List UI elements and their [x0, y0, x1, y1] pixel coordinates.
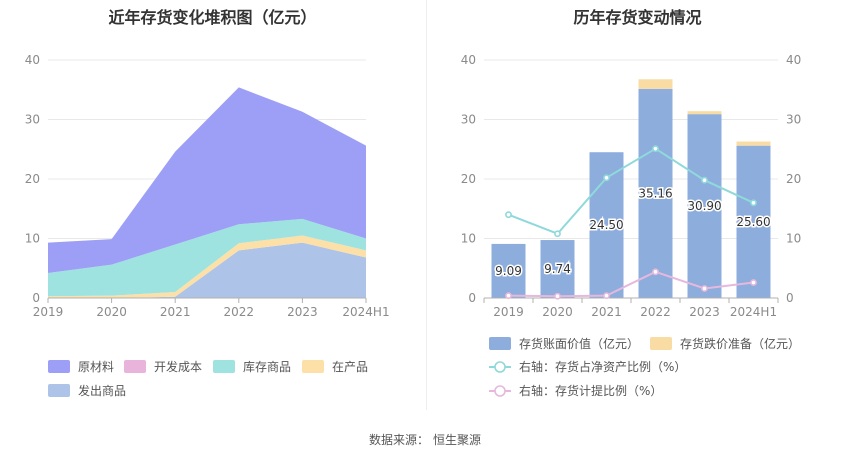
inventory-bar	[638, 88, 673, 298]
provision-ratio-point	[505, 292, 512, 300]
left-y-tick-label: 0	[32, 291, 40, 305]
provision-ratio-point	[750, 279, 757, 286]
right-legend-label: 右轴：存货占净资产比例（%）	[519, 359, 686, 374]
net-asset-ratio-point	[701, 176, 708, 184]
provision-ratio-point	[554, 292, 561, 300]
right-legend-label: 存货跌价准备（亿元）	[680, 336, 800, 351]
inventory-bar	[491, 243, 526, 298]
right-legend-label: 右轴：存货计提比例（%）	[519, 383, 662, 398]
provision-ratio-point	[603, 292, 610, 300]
left-x-tick-label: 2022	[224, 305, 255, 319]
net-asset-ratio-point	[652, 145, 659, 153]
net-asset-ratio-point	[750, 199, 757, 207]
net-asset-ratio-point	[505, 211, 512, 219]
left-x-tick-label: 2019	[33, 305, 64, 319]
right-legend-label: 存货账面价值（亿元）	[519, 336, 639, 351]
bar-data-label: 24.50	[589, 218, 623, 232]
line-series-provision-ratio	[508, 270, 754, 298]
line-series-net-asset-ratio	[508, 147, 754, 235]
left-y-tick-label: 20	[25, 172, 40, 186]
left-legend-label: 发出商品	[78, 383, 126, 398]
data-source: 数据来源： 恒生聚源	[0, 431, 850, 448]
right-y2-tick-label: 10	[786, 232, 801, 246]
right-x-tick-label: 2022	[640, 305, 671, 319]
provision-bar	[736, 141, 771, 146]
bar-data-label: 30.90	[687, 199, 721, 213]
inventory-bar	[540, 240, 575, 298]
right-y-tick-label: 40	[461, 53, 476, 67]
panel-divider	[426, 0, 427, 410]
provision-bar	[687, 111, 722, 115]
right-y-tick-label: 20	[461, 172, 476, 186]
left-y-tick-label: 30	[25, 113, 40, 127]
left-y-tick-label: 40	[25, 53, 40, 67]
right-x-tick-label: 2019	[493, 305, 524, 319]
left-chart-title: 近年存货变化堆积图（亿元）	[108, 8, 317, 27]
right-y-tick-label: 30	[461, 113, 476, 127]
right-x-tick-label: 2023	[689, 305, 720, 319]
right-legend-swatch	[650, 337, 672, 350]
right-x-tick-label: 2021	[591, 305, 622, 319]
right-y-tick-label: 10	[461, 232, 476, 246]
left-legend-swatch	[213, 360, 235, 373]
left-legend-label: 在产品	[332, 360, 368, 374]
source-label: 数据来源：	[368, 433, 429, 447]
left-legend-label: 原材料	[78, 360, 114, 374]
net-asset-ratio-point	[603, 174, 610, 182]
area-series-原材料	[48, 87, 366, 274]
provision-ratio-point	[701, 285, 708, 292]
right-y-tick-label: 0	[468, 291, 476, 305]
right-legend-swatch	[494, 385, 506, 397]
bar-data-label: 9.74	[544, 262, 571, 276]
left-legend-label: 库存商品	[243, 359, 291, 374]
net-asset-ratio-point	[554, 230, 561, 238]
bar-data-label: 35.16	[638, 186, 672, 200]
left-y-tick-label: 10	[25, 232, 40, 246]
left-legend-swatch	[48, 360, 70, 373]
inventory-bar	[687, 114, 722, 299]
left-legend-swatch	[124, 360, 146, 373]
left-x-tick-label: 2021	[160, 305, 191, 319]
bar-data-label: 9.09	[495, 264, 522, 278]
right-y2-tick-label: 30	[786, 113, 801, 127]
provision-ratio-point	[652, 268, 659, 276]
right-legend-swatch	[489, 337, 511, 350]
provision-bar	[638, 79, 673, 89]
left-x-tick-label: 2020	[96, 305, 127, 319]
right-chart-title: 历年存货变动情况	[573, 8, 702, 27]
area-series-发出商品	[48, 242, 366, 298]
right-x-tick-label: 2020	[542, 305, 573, 319]
left-x-tick-label: 2024H1	[342, 305, 389, 319]
right-y2-tick-label: 40	[786, 53, 801, 67]
area-series-库存商品	[48, 218, 366, 297]
right-y2-tick-label: 0	[786, 291, 794, 305]
left-legend-swatch	[48, 384, 70, 397]
left-x-tick-label: 2023	[287, 305, 318, 319]
left-legend-label: 开发成本	[154, 359, 202, 374]
bar-data-label: 25.60	[736, 215, 770, 229]
left-legend-swatch	[302, 360, 324, 373]
right-y2-tick-label: 20	[786, 172, 801, 186]
right-x-tick-label: 2024H1	[730, 305, 777, 319]
right-legend-swatch	[494, 361, 506, 373]
source-value: 恒生聚源	[433, 433, 482, 447]
inventory-bar	[736, 145, 771, 298]
